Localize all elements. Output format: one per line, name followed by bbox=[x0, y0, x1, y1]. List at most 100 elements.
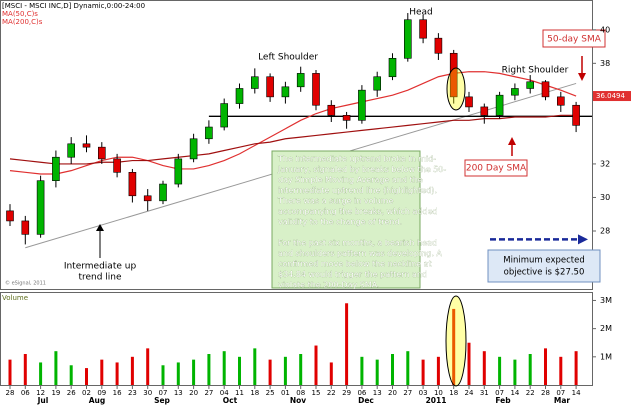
price-highlight bbox=[446, 67, 466, 111]
candle-body bbox=[296, 73, 305, 88]
candle-body bbox=[113, 158, 121, 173]
x-tick-label: 07 bbox=[495, 389, 504, 397]
objective-text: objective is $27.50 bbox=[504, 268, 585, 278]
volume-bar bbox=[69, 365, 73, 385]
volume-bar bbox=[544, 348, 547, 385]
x-tick-label: 03 bbox=[419, 389, 428, 397]
x-tick-label: 07 bbox=[159, 389, 168, 397]
x-tick-label: 31 bbox=[480, 389, 489, 397]
volume-bar bbox=[161, 365, 165, 385]
volume-bar bbox=[54, 351, 58, 385]
volume-bar bbox=[528, 354, 532, 385]
volume-bar bbox=[222, 351, 226, 385]
candle-body bbox=[373, 76, 382, 91]
candle-body bbox=[403, 19, 412, 59]
commentary-line: $34.84 would trigger the pattern and bbox=[278, 270, 427, 279]
volume-tick-label: 1M bbox=[600, 352, 612, 361]
x-tick-label: 08 bbox=[296, 389, 305, 397]
commentary-line: There was a surge in volume bbox=[277, 197, 394, 206]
commentary-line: day Simple Moving Average and the bbox=[278, 176, 423, 185]
x-tick-label: 20 bbox=[388, 389, 397, 397]
candle-body bbox=[98, 146, 106, 160]
x-tick-label: 13 bbox=[174, 389, 183, 397]
chart-title: [MSCI - MSCI INC,D] Dynamic,0:00-24:00 bbox=[2, 2, 145, 10]
y-tick-label: 28 bbox=[600, 226, 610, 235]
legend-entry: MA(200,C)s bbox=[2, 18, 43, 26]
x-tick-label: 19 bbox=[51, 389, 60, 397]
moving-average bbox=[9, 71, 577, 175]
candle-body bbox=[281, 86, 290, 98]
sma200-box bbox=[464, 159, 528, 177]
candle-body bbox=[572, 104, 580, 126]
month-label: Nov bbox=[290, 396, 306, 405]
commentary-line: accompanying the breaks, which added bbox=[278, 207, 438, 216]
commentary-line: confirmed move below the neckline at bbox=[278, 260, 432, 269]
x-tick-label: 13 bbox=[373, 389, 382, 397]
volume-bar bbox=[329, 362, 333, 385]
commentary-line: January, signaled by breaks below the 50… bbox=[277, 165, 446, 174]
x-tick-label: 27 bbox=[403, 389, 412, 397]
candle-body bbox=[465, 96, 473, 108]
x-tick-label: 22 bbox=[526, 389, 535, 397]
volume-bar bbox=[8, 359, 12, 385]
volume-bar bbox=[406, 351, 410, 385]
x-tick-label: 24 bbox=[465, 389, 474, 397]
candle-body bbox=[449, 52, 458, 98]
volume-tick-label: 3M bbox=[600, 296, 612, 305]
volume-bar bbox=[436, 356, 440, 385]
month-label: Jul bbox=[37, 396, 49, 405]
target-arrowhead bbox=[578, 234, 588, 245]
volume-bar bbox=[100, 359, 104, 385]
x-tick-label: 07 bbox=[556, 389, 565, 397]
candle-body bbox=[82, 143, 91, 148]
candle-body bbox=[312, 73, 320, 106]
x-tick-label: 15 bbox=[312, 389, 321, 397]
x-tick-label: 10 bbox=[434, 389, 443, 397]
volume-highlight bbox=[445, 295, 467, 387]
x-tick-label: 14 bbox=[572, 389, 581, 397]
month-label: Oct bbox=[223, 396, 238, 405]
volume-bar bbox=[283, 356, 287, 385]
trend-arrowhead bbox=[96, 224, 104, 231]
volume-bar bbox=[482, 351, 486, 385]
month-label: Dec bbox=[358, 396, 374, 405]
volume-bar bbox=[39, 362, 43, 385]
volume-bar bbox=[23, 354, 27, 385]
sma200-arrowhead bbox=[508, 137, 516, 145]
candle-body bbox=[480, 106, 489, 116]
month-label: Aug bbox=[89, 396, 106, 405]
volume-bar bbox=[268, 359, 272, 385]
x-tick-label: 04 bbox=[220, 389, 229, 397]
candle-body bbox=[205, 126, 213, 140]
volume-bar bbox=[253, 348, 257, 385]
volume-bar bbox=[452, 308, 456, 385]
month-label: 2011 bbox=[426, 396, 447, 405]
candle-body bbox=[358, 89, 366, 121]
trend-label: Intermediate up bbox=[64, 262, 137, 272]
volume-bar bbox=[115, 362, 119, 385]
candle-body bbox=[67, 143, 75, 158]
candle-body bbox=[495, 94, 504, 116]
volume-bar bbox=[176, 362, 180, 385]
y-tick-label: 32 bbox=[600, 159, 610, 168]
x-tick-label: 16 bbox=[113, 389, 122, 397]
candle-body bbox=[159, 183, 167, 202]
last-value-label: 36.0494 bbox=[596, 92, 625, 100]
volume-bar bbox=[391, 354, 394, 385]
month-label: Feb bbox=[495, 396, 511, 405]
sma200-label: 200 Day SMA bbox=[466, 164, 527, 174]
x-tick-label: 20 bbox=[189, 389, 198, 397]
x-tick-label: 25 bbox=[266, 389, 275, 397]
candle-body bbox=[541, 81, 550, 98]
candle-body bbox=[342, 115, 351, 121]
volume-bar bbox=[421, 359, 425, 385]
commentary-line: violate the 200-Day SMA. bbox=[278, 281, 380, 290]
y-tick-label: 40 bbox=[600, 25, 610, 34]
volume-bar bbox=[314, 345, 318, 385]
x-tick-label: 14 bbox=[510, 389, 519, 397]
volume-bar bbox=[146, 348, 150, 385]
volume-bar bbox=[130, 356, 134, 385]
moving-average bbox=[9, 114, 577, 165]
candle-body bbox=[251, 76, 259, 89]
